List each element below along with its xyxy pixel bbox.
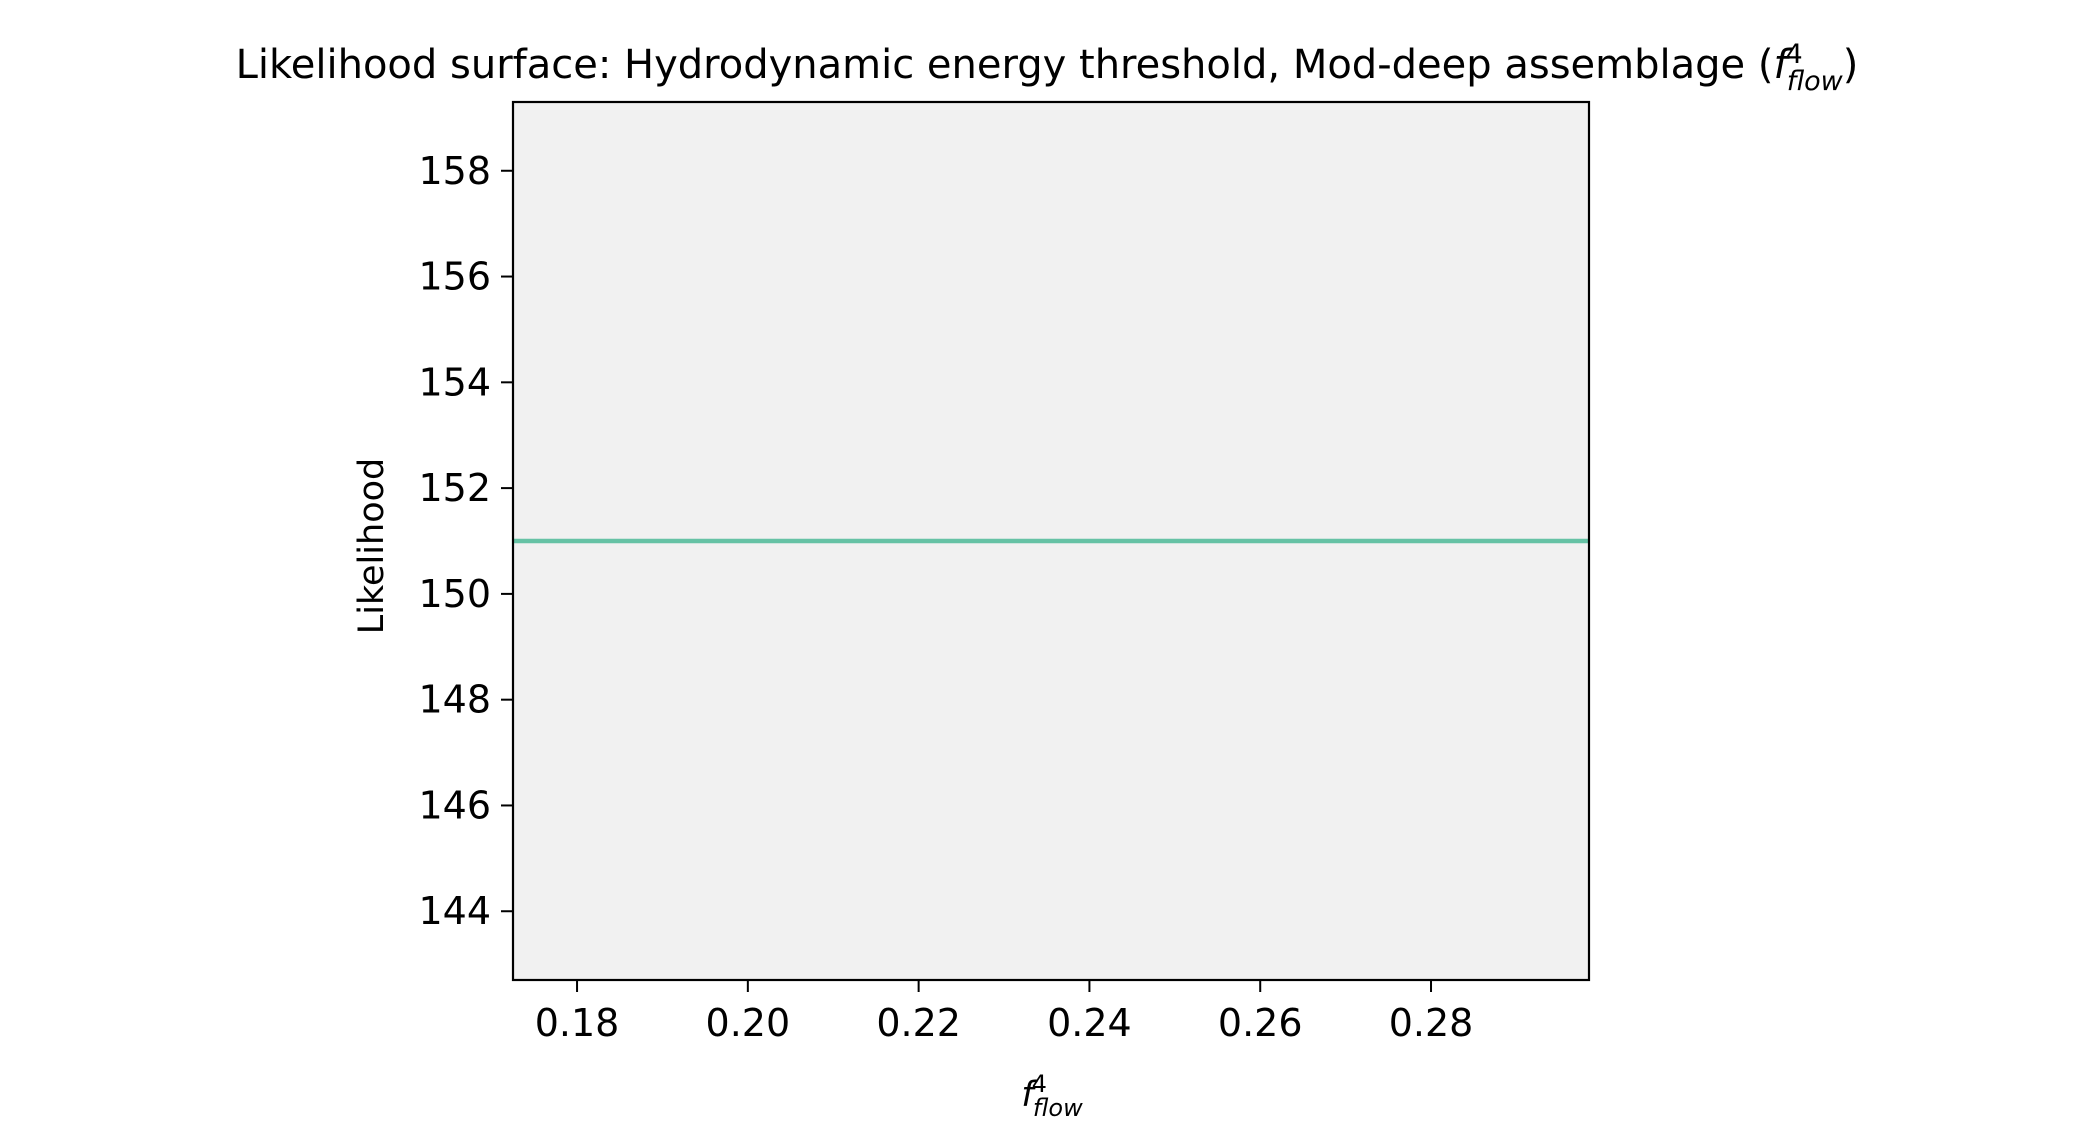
y-tick-label: 144 xyxy=(418,889,491,933)
plot-frame xyxy=(511,100,1591,982)
x-tick-label: 0.22 xyxy=(876,1001,961,1045)
y-tick-label: 150 xyxy=(418,572,491,616)
chart-title-symbol-sup: 4 xyxy=(1786,39,1803,70)
y-tick-label: 154 xyxy=(418,360,491,404)
x-axis-label-sup: 4 xyxy=(1032,1070,1047,1098)
x-tick-label: 0.20 xyxy=(706,1001,791,1045)
chart-title-prefix: Likelihood surface: Hydrodynamic energy … xyxy=(236,42,1774,88)
x-tick-label: 0.28 xyxy=(1389,1001,1474,1045)
y-tick-label: 148 xyxy=(418,678,491,722)
x-tick-label: 0.26 xyxy=(1218,1001,1303,1045)
x-tick-label: 0.24 xyxy=(1047,1001,1132,1045)
chart-title: Likelihood surface: Hydrodynamic energy … xyxy=(236,39,1859,97)
x-axis-label: f4 flow xyxy=(1021,1070,1083,1122)
y-tick-label: 146 xyxy=(418,783,491,827)
chart-title-suffix: ) xyxy=(1843,42,1859,88)
chart-title-symbol-sub: flow xyxy=(1787,66,1844,97)
y-axis-label: Likelihood xyxy=(352,458,392,634)
y-tick-label: 156 xyxy=(418,255,491,299)
svg-text:Likelihood surface: Hydrodynam: Likelihood surface: Hydrodynamic energy … xyxy=(236,39,1859,97)
x-axis-label-sub: flow xyxy=(1033,1094,1083,1122)
y-axis-ticks: 144 146 148 150 152 154 156 158 xyxy=(418,149,513,933)
y-tick-label: 158 xyxy=(418,149,491,193)
x-tick-label: 0.18 xyxy=(535,1001,620,1045)
x-axis-ticks: 0.18 0.20 0.22 0.24 0.26 0.28 xyxy=(535,980,1474,1045)
y-tick-label: 152 xyxy=(418,466,491,510)
